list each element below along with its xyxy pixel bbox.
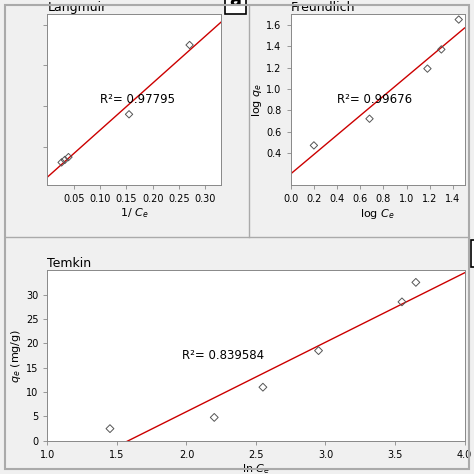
Text: R²= 0.839584: R²= 0.839584 [182,349,264,362]
Point [186,41,193,49]
Text: a: a [229,0,241,9]
X-axis label: log $C_e$: log $C_e$ [360,207,395,221]
Point [424,65,431,73]
Point [106,425,114,432]
Point [61,156,69,164]
Text: Temkin: Temkin [47,257,91,270]
Point [310,142,318,149]
Point [398,298,406,306]
Point [58,159,65,166]
Text: Freundlich: Freundlich [291,1,355,14]
Text: Langmuir: Langmuir [47,1,107,14]
Point [125,110,133,118]
Y-axis label: log $q_e$: log $q_e$ [249,82,264,117]
X-axis label: ln $C_e$: ln $C_e$ [242,463,270,474]
Y-axis label: $q_e$ (mg/g): $q_e$ (mg/g) [9,328,23,383]
Text: R²= 0.99676: R²= 0.99676 [337,93,412,106]
Point [438,46,445,53]
Point [210,414,218,421]
Point [259,383,267,391]
Point [412,279,419,286]
Point [315,347,322,355]
Point [366,115,374,123]
Point [64,153,72,161]
X-axis label: 1/ $C_e$: 1/ $C_e$ [120,207,148,220]
Text: R²= 0.97795: R²= 0.97795 [100,93,175,106]
Point [455,16,463,23]
